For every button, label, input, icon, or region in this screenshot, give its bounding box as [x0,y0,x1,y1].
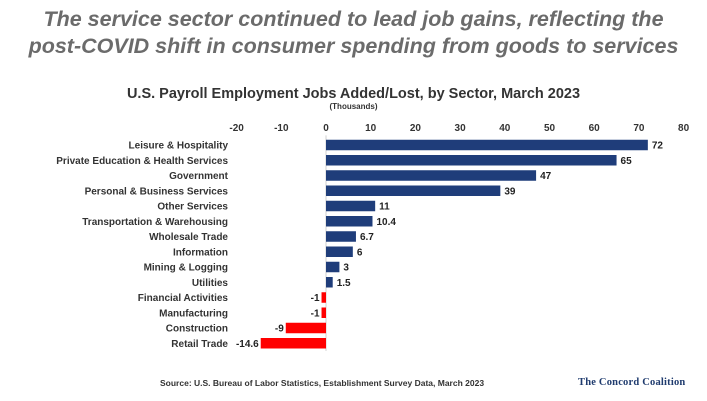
source-note: Source: U.S. Bureau of Labor Statistics,… [160,378,485,388]
bar-negative [260,338,326,349]
brand-logo: The Concord Coalition [578,377,686,388]
category-label: Construction [166,324,228,335]
x-tick-label: 20 [410,123,422,134]
category-label: Information [173,247,228,258]
headline-line-2: post-COVID shift in consumer spending fr… [28,34,679,58]
bar-positive [326,246,353,257]
data-label: 47 [540,171,552,182]
bar-negative [321,292,326,303]
category-label: Personal & Business Services [85,186,229,197]
bar-negative [321,307,326,318]
x-tick-label: 70 [633,123,645,134]
data-label: 65 [621,156,633,167]
data-label: 72 [652,141,664,152]
x-tick-label: -20 [229,123,244,134]
x-tick-label: 30 [455,123,467,134]
x-tick-label: 10 [365,123,377,134]
bar-negative [285,322,326,334]
category-label: Leisure & Hospitality [129,141,229,152]
chart-subtitle: (Thousands) [329,102,378,111]
category-label: Wholesale Trade [149,232,228,243]
bar-positive [326,139,648,151]
data-label: -1 [311,293,320,304]
data-label: 10.4 [376,217,396,228]
headline-line-1: The service sector continued to lead job… [43,7,664,31]
x-tick-label: 0 [323,123,329,134]
data-label: -14.6 [236,339,259,350]
x-tick-label: 60 [589,123,601,134]
bar-positive [326,155,617,166]
data-label: 6 [357,247,363,258]
x-tick-label: 40 [499,123,511,134]
x-tick-label: 50 [544,123,556,134]
category-label: Manufacturing [159,308,228,319]
x-tick-label: -10 [274,123,289,134]
bar-positive [326,185,501,196]
category-label: Financial Activities [138,293,229,304]
data-label: -9 [275,324,284,335]
data-label: 3 [343,263,349,274]
data-label: -1 [311,308,320,319]
category-label: Retail Trade [171,339,228,350]
category-label: Transportation & Warehousing [82,217,228,228]
category-label: Mining & Logging [144,263,228,274]
category-label: Utilities [192,278,229,289]
data-label: 39 [504,186,516,197]
bar-positive [326,277,333,288]
category-label: Other Services [157,202,228,213]
x-tick-label: 80 [678,123,690,134]
data-label: 1.5 [337,278,351,289]
data-label: 6.7 [360,232,374,243]
bar-positive [326,200,376,212]
chart-title: U.S. Payroll Employment Jobs Added/Lost,… [126,86,581,102]
bar-positive [326,261,340,273]
bar-positive [326,216,373,227]
category-label: Private Education & Health Services [56,156,228,167]
bar-positive [326,170,537,181]
data-label: 11 [379,202,390,213]
category-label: Government [169,171,229,182]
bar-positive [326,231,356,242]
